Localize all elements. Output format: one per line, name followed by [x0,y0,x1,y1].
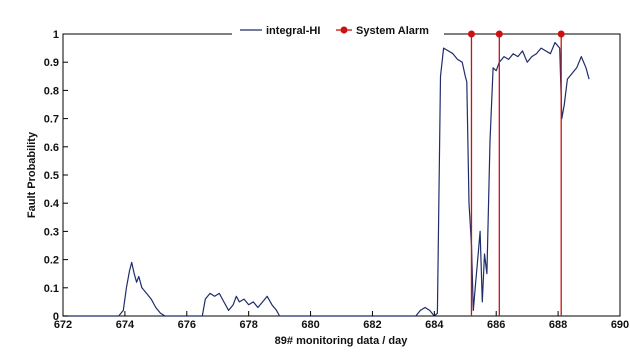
alarm-marker-1 [495,30,503,38]
legend-label-system-alarm: System Alarm [356,25,429,37]
alarm-marker-2 [557,30,565,38]
legend-label-integral-hi: integral-HI [266,25,320,37]
y-tick-label-9: 0.9 [44,57,59,69]
x-tick-label-2: 676 [178,319,196,331]
y-tick-label-7: 0.7 [44,114,59,126]
y-tick-label-8: 0.8 [44,85,59,97]
x-tick-label-3: 678 [239,319,257,331]
y-axis-title: Fault Probability [26,131,38,218]
y-tick-label-10: 1 [53,29,59,41]
x-tick-label-1: 674 [116,319,135,331]
x-tick-label-9: 690 [611,319,629,331]
x-tick-label-5: 682 [363,319,381,331]
series-line-integral-hi [63,41,590,317]
legend: integral-HI System Alarm [232,20,444,40]
tick-layer: 672 674 676 678 680 682 684 686 688 690 0 0.1 0.2 0.3… [44,29,629,331]
x-tick-label-6: 684 [425,319,444,331]
x-axis-title: 89# monitoring data / day [275,335,409,347]
y-tick-label-2: 0.2 [44,255,59,267]
alarm-marker-0 [467,30,475,38]
x-tick-label-7: 686 [487,319,505,331]
y-tick-label-1: 0.1 [44,283,59,295]
y-tick-label-6: 0.6 [44,142,59,154]
x-tick-label-4: 680 [301,319,319,331]
legend-alarm-marker [340,26,348,34]
data-layer [63,30,590,317]
plot-frame [62,33,621,317]
y-tick-label-3: 0.3 [44,226,59,238]
y-tick-label-5: 0.5 [44,170,59,182]
y-tick-label-0: 0 [53,311,59,323]
x-tick-label-0: 672 [54,319,72,331]
y-tick-label-4: 0.4 [44,198,60,210]
x-tick-label-8: 688 [549,319,567,331]
